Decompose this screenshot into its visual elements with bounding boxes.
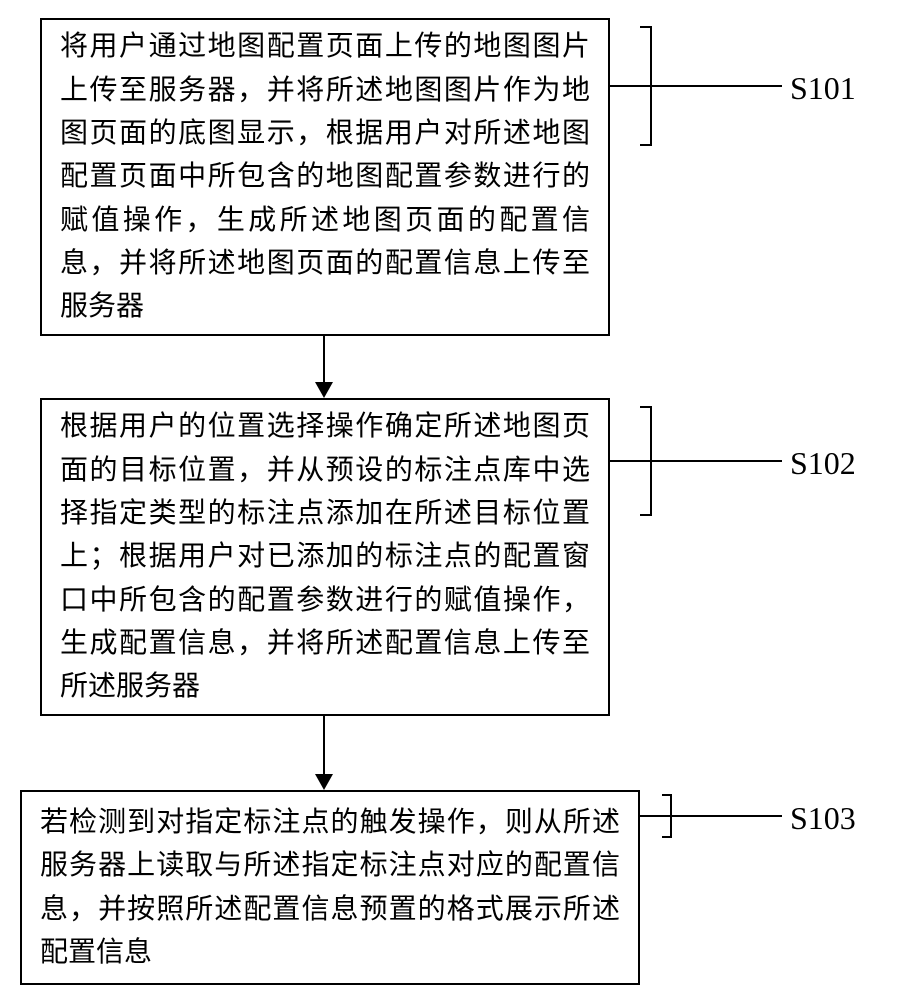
connector-s103-stub — [640, 815, 670, 817]
flow-node-s103: 若检测到对指定标注点的触发操作，则从所述服务器上读取与所述指定标注点对应的配置信… — [20, 790, 640, 985]
connector-s103-bot — [662, 836, 672, 838]
connector-s101-stub — [610, 85, 650, 87]
flow-node-s102: 根据用户的位置选择操作确定所述地图页面的目标位置，并从预设的标注点库中选择指定类… — [40, 398, 610, 716]
connector-s101-bot — [640, 144, 652, 146]
flow-node-s102-text: 根据用户的位置选择操作确定所述地图页面的目标位置，并从预设的标注点库中选择指定类… — [60, 405, 590, 709]
connector-s101-top — [640, 26, 652, 28]
flowchart-canvas: 将用户通过地图配置页面上传的地图图片上传至服务器，并将所述地图图片作为地图页面的… — [0, 0, 898, 1000]
connector-s101-to-label — [652, 85, 782, 87]
arrow-s101-s102-line — [323, 336, 325, 382]
arrow-s102-s103-line — [323, 716, 325, 774]
connector-s102-to-label — [652, 460, 782, 462]
arrow-s102-s103-head — [315, 774, 333, 790]
connector-s103-top — [662, 794, 672, 796]
flow-node-s101: 将用户通过地图配置页面上传的地图图片上传至服务器，并将所述地图图片作为地图页面的… — [40, 18, 610, 336]
step-label-s102: S102 — [790, 445, 856, 482]
connector-s102-stub — [610, 460, 650, 462]
flow-node-s103-text: 若检测到对指定标注点的触发操作，则从所述服务器上读取与所述指定标注点对应的配置信… — [40, 801, 620, 975]
connector-s103-to-label — [672, 815, 782, 817]
step-label-s103: S103 — [790, 800, 856, 837]
step-label-s101: S101 — [790, 70, 856, 107]
connector-s102-bot — [640, 514, 652, 516]
arrow-s101-s102-head — [315, 382, 333, 398]
flow-node-s101-text: 将用户通过地图配置页面上传的地图图片上传至服务器，并将所述地图图片作为地图页面的… — [60, 25, 590, 329]
connector-s102-top — [640, 406, 652, 408]
